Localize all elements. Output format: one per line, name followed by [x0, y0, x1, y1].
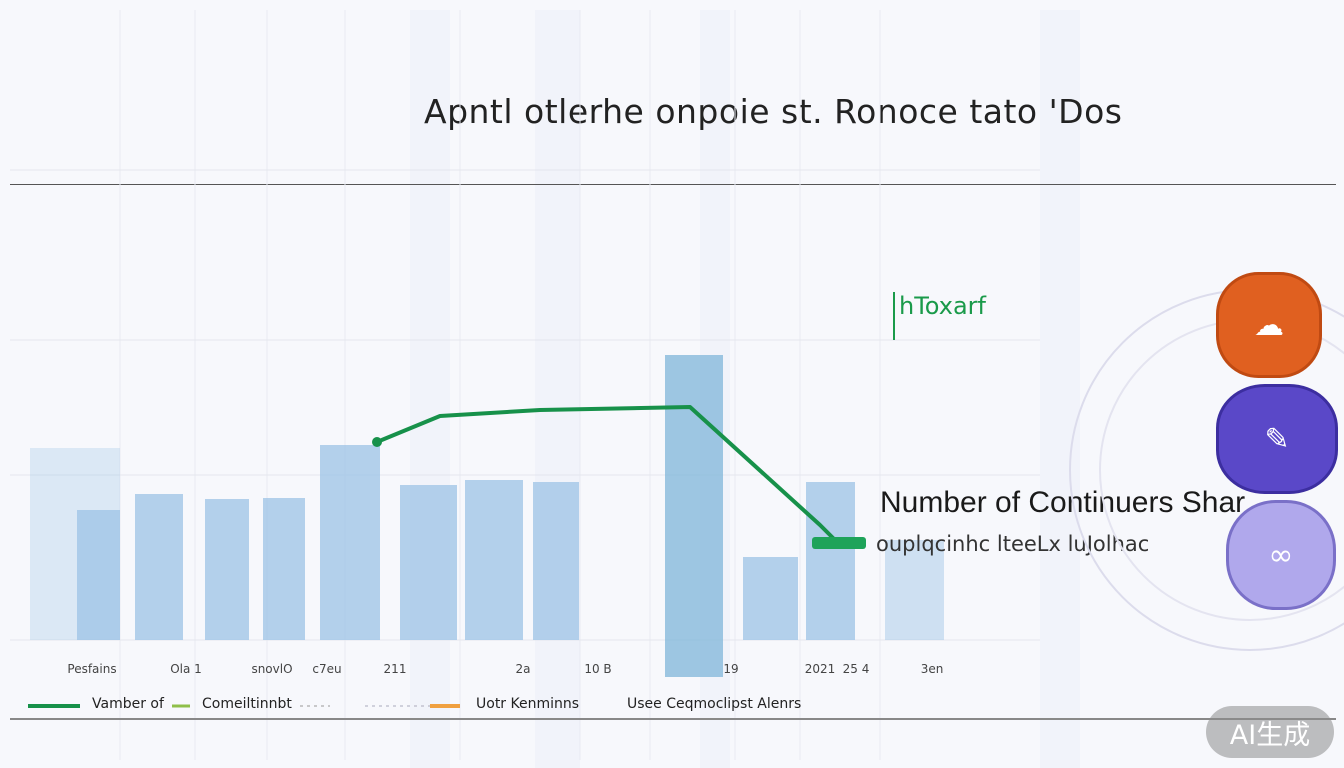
bar	[263, 498, 305, 640]
background-stripe	[410, 10, 450, 768]
legend-swatches	[28, 704, 460, 708]
x-tick-label: 3en	[920, 662, 944, 676]
title-divider	[10, 184, 1336, 185]
line-point	[372, 437, 382, 447]
bar	[205, 499, 249, 640]
series-line	[376, 405, 840, 545]
x-tick-label: Ola 1	[170, 662, 202, 676]
legend-item: Uotr Kenminns	[476, 696, 580, 712]
annotation-subtitle: ouplqcinhc lteeLx luJolhac	[876, 532, 1150, 556]
annotation-title: Number of Continuers Shar	[880, 486, 1246, 519]
bar	[743, 557, 798, 640]
legend-item: Vamber of	[92, 696, 164, 712]
bar	[806, 482, 855, 640]
chart-title: Apntl otlerhe onpoie st. Ronoce tato 'Do…	[424, 92, 1123, 131]
bar	[320, 445, 380, 640]
orange-chat-bubble-icon: ☁	[1216, 272, 1322, 378]
x-tick-label: c7eu	[312, 662, 342, 676]
x-tick-label: 10 B	[584, 662, 612, 676]
bar	[885, 540, 944, 640]
x-tick-label: 211	[383, 662, 407, 676]
bar	[400, 485, 457, 640]
x-tick-label: 19	[723, 662, 739, 676]
line-end-marker	[812, 537, 866, 549]
bar	[665, 355, 723, 677]
purple-chat-bubble-icon: ✎	[1216, 384, 1338, 494]
green-annotation: hToxarf	[893, 292, 986, 340]
legend-item: Comeiltinnbt	[202, 696, 292, 712]
x-tick-label: 25 4	[842, 662, 870, 676]
ai-generated-watermark: AI生成	[1206, 706, 1334, 758]
bar	[135, 494, 183, 640]
bar	[77, 510, 120, 640]
bar	[465, 480, 523, 640]
x-tick-label: 2021	[804, 662, 836, 676]
x-tick-label: snovlO	[251, 662, 293, 676]
bar	[533, 482, 579, 640]
bottom-divider	[10, 718, 1336, 720]
x-tick-label: 2a	[515, 662, 531, 676]
x-tick-label: Pesfains	[67, 662, 117, 676]
lavender-chat-bubble-icon: ∞	[1226, 500, 1336, 610]
legend-item: Usee Ceqmoclipst Alenrs	[627, 696, 802, 712]
background-stripe	[535, 10, 580, 768]
